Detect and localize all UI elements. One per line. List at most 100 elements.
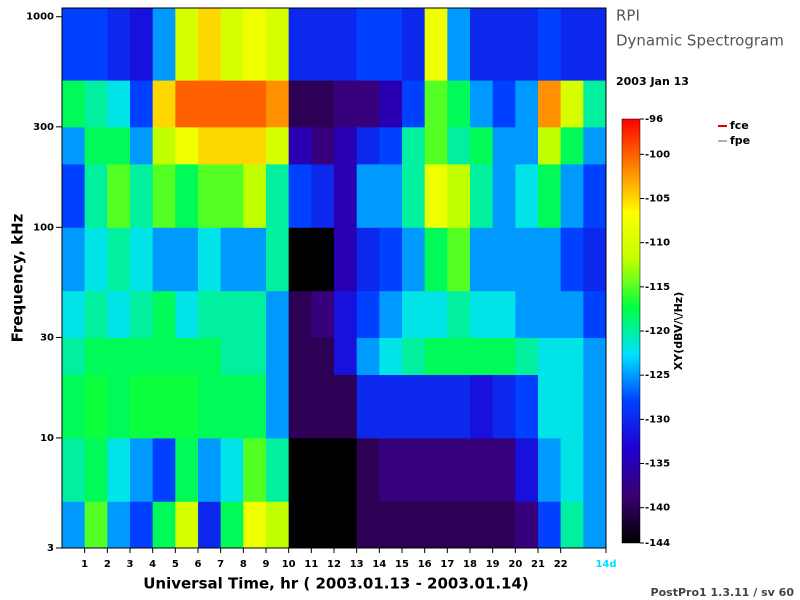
x-tick-label: 2 bbox=[104, 559, 111, 570]
heatmap-cell bbox=[447, 80, 471, 128]
heatmap-cell bbox=[447, 8, 471, 81]
heatmap-cell bbox=[560, 374, 584, 439]
heatmap-cell bbox=[515, 126, 539, 165]
heatmap-cell bbox=[356, 163, 380, 228]
heatmap-cell bbox=[175, 337, 199, 375]
heatmap-cell bbox=[334, 337, 358, 375]
heatmap-cell bbox=[560, 337, 584, 375]
heatmap-cell bbox=[356, 437, 380, 502]
heatmap-cell bbox=[560, 8, 584, 81]
heatmap-cell bbox=[288, 8, 312, 81]
heatmap-cell bbox=[402, 80, 426, 128]
heatmap-cell bbox=[62, 501, 86, 549]
heatmap-cell bbox=[175, 126, 199, 165]
heatmap-cell bbox=[198, 126, 222, 165]
x-tick-label: 13 bbox=[350, 559, 364, 570]
colorbar-tick-label: -115 bbox=[645, 282, 670, 293]
colorbar-tick-label: -125 bbox=[645, 370, 670, 381]
heatmap-cell bbox=[515, 501, 539, 549]
heatmap-cell bbox=[220, 337, 244, 375]
heatmap-cell bbox=[311, 501, 335, 549]
heatmap-cell bbox=[266, 8, 290, 81]
heatmap-cell bbox=[243, 374, 267, 439]
heatmap-cell bbox=[334, 163, 358, 228]
heatmap-cell bbox=[288, 290, 312, 338]
heatmap-cell bbox=[447, 163, 471, 228]
heatmap-cell bbox=[220, 227, 244, 292]
heatmap-cell bbox=[152, 374, 176, 439]
chart-title: RPI bbox=[616, 7, 640, 25]
heatmap-cell bbox=[583, 374, 607, 439]
heatmap-cell bbox=[379, 227, 403, 292]
heatmap-cell bbox=[356, 8, 380, 81]
heatmap-cell bbox=[538, 227, 562, 292]
heatmap-cell bbox=[515, 80, 539, 128]
heatmap-cell bbox=[424, 227, 448, 292]
heatmap-cell bbox=[583, 437, 607, 502]
y-tick-label: 300 bbox=[33, 122, 54, 133]
heatmap-cell bbox=[266, 337, 290, 375]
heatmap-cell bbox=[402, 337, 426, 375]
heatmap-cell bbox=[424, 374, 448, 439]
heatmap-cell bbox=[62, 374, 86, 439]
heatmap-cell bbox=[288, 80, 312, 128]
heatmap-cell bbox=[243, 290, 267, 338]
x-axis-label: Universal Time, hr ( 2003.01.13 - 2003.0… bbox=[143, 575, 529, 593]
heatmap-cell bbox=[130, 290, 154, 338]
footer: PostPro1 1.3.11 / sv 60 bbox=[651, 586, 795, 599]
heatmap-cell bbox=[492, 227, 516, 292]
heatmap-cell bbox=[538, 337, 562, 375]
heatmap-cell bbox=[470, 437, 494, 502]
heatmap-cell bbox=[379, 290, 403, 338]
heatmap-cell bbox=[492, 290, 516, 338]
heatmap-cell bbox=[492, 337, 516, 375]
heatmap-cell bbox=[334, 501, 358, 549]
heatmap-cell bbox=[62, 227, 86, 292]
heatmap-cell bbox=[379, 163, 403, 228]
heatmap-cell bbox=[107, 126, 131, 165]
x-tick-label: 6 bbox=[195, 559, 202, 570]
heatmap-cell bbox=[402, 8, 426, 81]
heatmap-cell bbox=[266, 437, 290, 502]
heatmap-cell bbox=[130, 374, 154, 439]
heatmap-cell bbox=[424, 437, 448, 502]
heatmap-cell bbox=[311, 80, 335, 128]
heatmap-cell bbox=[130, 337, 154, 375]
heatmap-cell bbox=[198, 337, 222, 375]
heatmap-cell bbox=[560, 290, 584, 338]
heatmap-cell bbox=[538, 126, 562, 165]
heatmap-cell bbox=[84, 126, 108, 165]
heatmap-cell bbox=[107, 227, 131, 292]
heatmap-cell bbox=[356, 501, 380, 549]
heatmap-cell bbox=[470, 501, 494, 549]
heatmap-cell bbox=[220, 437, 244, 502]
heatmap-cell bbox=[84, 374, 108, 439]
heatmap-cell bbox=[356, 227, 380, 292]
heatmap-cell bbox=[266, 163, 290, 228]
heatmap-cell bbox=[311, 337, 335, 375]
heatmap-cell bbox=[424, 163, 448, 228]
x-tick-label: 12 bbox=[327, 559, 341, 570]
x-tick-label: 19 bbox=[486, 559, 500, 570]
heatmap-cell bbox=[334, 290, 358, 338]
heatmap-cell bbox=[379, 501, 403, 549]
heatmap-cell bbox=[515, 290, 539, 338]
heatmap-cell bbox=[583, 163, 607, 228]
heatmap-cell bbox=[152, 126, 176, 165]
heatmap-cell bbox=[107, 337, 131, 375]
x-tick-label: 1 bbox=[81, 559, 88, 570]
x-tick-label: 15 bbox=[395, 559, 409, 570]
heatmap-cell bbox=[583, 290, 607, 338]
heatmap-cell bbox=[220, 374, 244, 439]
heatmap-cell bbox=[243, 126, 267, 165]
heatmap-cell bbox=[447, 290, 471, 338]
x-tick-label: 21 bbox=[531, 559, 545, 570]
colorbar-tick-label: -110 bbox=[645, 238, 670, 249]
heatmap-cell bbox=[356, 80, 380, 128]
heatmap-cell bbox=[560, 126, 584, 165]
x-tick-label: 5 bbox=[172, 559, 179, 570]
heatmap-cell bbox=[243, 8, 267, 81]
heatmap-cell bbox=[470, 337, 494, 375]
heatmap-cell bbox=[560, 80, 584, 128]
heatmap-cell bbox=[243, 80, 267, 128]
